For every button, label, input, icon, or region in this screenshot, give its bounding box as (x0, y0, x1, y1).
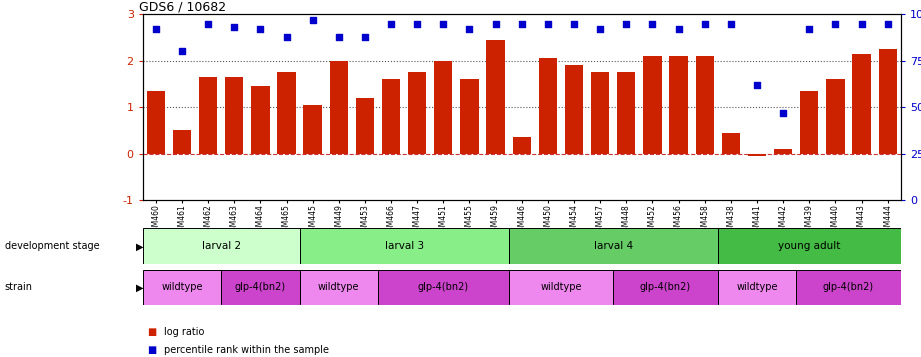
Point (828, 21, 843, 26)
Point (410, 21, 425, 26)
Point (488, 21, 503, 26)
Bar (460, 79, 479, 154)
Text: glp-4(bn2): glp-4(bn2) (822, 282, 874, 292)
Text: strain: strain (5, 282, 32, 292)
Bar (146, 91, 165, 154)
Text: log ratio: log ratio (164, 327, 204, 337)
Point (357, 34, 372, 39)
Text: wildtype: wildtype (161, 282, 203, 292)
Bar (277, 72, 296, 154)
Point (253, 26, 268, 32)
Point (279, 34, 294, 39)
Bar (330, 61, 348, 154)
Point (148, 26, 163, 32)
Bar (796, 270, 901, 305)
Bar (643, 56, 661, 154)
Bar (695, 56, 714, 154)
Point (384, 21, 399, 26)
Text: larval 2: larval 2 (202, 241, 240, 251)
Bar (486, 40, 505, 154)
Text: larval 4: larval 4 (594, 241, 633, 251)
Text: development stage: development stage (5, 241, 99, 251)
Bar (199, 77, 217, 154)
Text: wildtype: wildtype (318, 282, 359, 292)
Bar (356, 98, 374, 154)
Bar (508, 228, 717, 264)
Point (201, 21, 216, 26)
Text: percentile rank within the sample: percentile rank within the sample (164, 345, 329, 355)
Text: glp-4(bn2): glp-4(bn2) (235, 282, 286, 292)
Point (175, 49, 190, 54)
Bar (613, 270, 717, 305)
Point (697, 21, 712, 26)
Bar (748, 154, 766, 156)
Point (645, 21, 659, 26)
Bar (670, 56, 688, 154)
Point (566, 21, 581, 26)
Point (514, 21, 529, 26)
Text: GDS6 / 10682: GDS6 / 10682 (139, 0, 226, 13)
Bar (434, 61, 452, 154)
Bar (378, 270, 508, 305)
Text: young adult: young adult (778, 241, 841, 251)
Bar (722, 132, 740, 154)
Bar (299, 228, 508, 264)
Bar (717, 228, 901, 264)
Text: glp-4(bn2): glp-4(bn2) (418, 282, 469, 292)
Bar (617, 72, 635, 154)
Point (462, 26, 477, 32)
Point (854, 21, 869, 26)
Text: glp-4(bn2): glp-4(bn2) (640, 282, 691, 292)
Point (802, 26, 817, 32)
Bar (513, 137, 530, 154)
Point (671, 26, 686, 32)
Point (305, 17, 320, 23)
Bar (143, 228, 299, 264)
Point (880, 21, 895, 26)
Text: ▶: ▶ (136, 282, 144, 292)
Bar (826, 79, 845, 154)
Bar (774, 149, 792, 154)
Point (724, 21, 739, 26)
Bar (382, 79, 401, 154)
Bar (879, 49, 897, 154)
Bar (565, 65, 583, 154)
Bar (221, 270, 299, 305)
Point (619, 21, 634, 26)
Bar (800, 91, 819, 154)
Point (593, 26, 608, 32)
Text: wildtype: wildtype (541, 282, 582, 292)
Bar (508, 270, 613, 305)
Text: ▶: ▶ (136, 241, 144, 251)
Bar (591, 72, 610, 154)
Bar (408, 72, 426, 154)
Text: wildtype: wildtype (736, 282, 777, 292)
Text: larval 3: larval 3 (385, 241, 424, 251)
Point (332, 34, 346, 39)
Text: ■: ■ (147, 327, 157, 337)
Bar (299, 270, 378, 305)
Bar (304, 105, 321, 154)
Bar (852, 54, 870, 154)
Point (436, 21, 450, 26)
Bar (225, 77, 243, 154)
Point (775, 110, 790, 116)
Point (541, 21, 555, 26)
Bar (173, 130, 192, 154)
Text: ■: ■ (147, 345, 157, 355)
Point (227, 24, 241, 30)
Bar (539, 59, 557, 154)
Bar (717, 270, 796, 305)
Point (750, 82, 764, 88)
Bar (251, 86, 270, 154)
Bar (143, 270, 221, 305)
